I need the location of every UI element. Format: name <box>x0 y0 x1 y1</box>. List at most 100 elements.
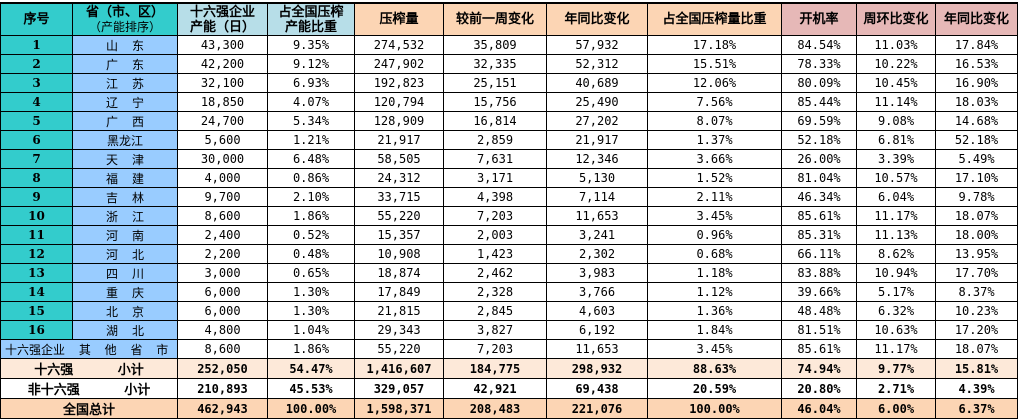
cell-index: 11 <box>0 225 73 245</box>
cell-province: 浙江 <box>72 206 178 226</box>
cell-capacity: 8,600 <box>177 206 268 226</box>
cell-yoy: 12,346 <box>546 149 648 169</box>
cell-capacity-share: 6.48% <box>267 149 355 169</box>
cell-capacity: 32,100 <box>177 73 268 93</box>
table-row: 2 广东 42,200 9.12% 247,902 32,335 52,312 15.51% 7… <box>0 54 1018 74</box>
cell-run-wow: 11.17% <box>856 206 936 226</box>
cell-capacity-share: 9.35% <box>267 35 355 55</box>
cell-run-rate: 85.61% <box>781 206 857 226</box>
cell-run-wow: 6.81% <box>856 130 936 150</box>
header-run-wow: 周环比变化 <box>856 2 936 36</box>
cell-wow: 35,809 <box>443 35 547 55</box>
cell-crush-share: 1.37% <box>647 130 782 150</box>
cell-run-rate: 69.59% <box>781 111 857 131</box>
cell-index: 8 <box>0 168 73 188</box>
cell-wow: 2,462 <box>443 263 547 283</box>
cell-capacity: 2,200 <box>177 244 268 264</box>
cell-capacity: 30,000 <box>177 149 268 169</box>
cell-wow: 32,335 <box>443 54 547 74</box>
cell-yoy: 52,312 <box>546 54 648 74</box>
cell-run-yoy: 8.37% <box>935 282 1018 302</box>
cell-run-wow: 10.22% <box>856 54 936 74</box>
cell-run-yoy: 9.78% <box>935 187 1018 207</box>
cell-capacity: 210,893 <box>177 378 268 399</box>
cell-crush-share: 0.68% <box>647 244 782 264</box>
cell-other-label: 十六强企业 其 他 省 市 <box>0 339 178 359</box>
cell-crush: 120,794 <box>354 92 444 112</box>
cell-yoy: 7,114 <box>546 187 648 207</box>
cell-capacity-share: 5.34% <box>267 111 355 131</box>
cell-run-yoy: 18.03% <box>935 92 1018 112</box>
cell-run-rate: 48.48% <box>781 301 857 321</box>
cell-run-rate: 85.44% <box>781 92 857 112</box>
cell-province: 重庆 <box>72 282 178 302</box>
cell-province: 江苏 <box>72 73 178 93</box>
cell-run-rate: 83.88% <box>781 263 857 283</box>
header-index-label: 序号 <box>23 12 50 27</box>
cell-index: 2 <box>0 54 73 74</box>
table-row: 6 黑龙江 5,600 1.21% 21,917 2,859 21,917 1.37% 52.1… <box>0 130 1018 150</box>
cell-run-yoy: 4.39% <box>935 378 1018 399</box>
cell-crush: 274,532 <box>354 35 444 55</box>
cell-run-wow: 11.03% <box>856 35 936 55</box>
cell-run-yoy: 16.53% <box>935 54 1018 74</box>
cell-wow: 42,921 <box>443 378 547 399</box>
cell-wow: 7,631 <box>443 149 547 169</box>
cell-run-yoy: 13.95% <box>935 244 1018 264</box>
cell-run-rate: 85.61% <box>781 339 857 359</box>
cell-run-rate: 85.31% <box>781 225 857 245</box>
cell-run-rate: 39.66% <box>781 282 857 302</box>
cell-yoy: 11,653 <box>546 339 648 359</box>
cell-index: 4 <box>0 92 73 112</box>
cell-run-wow: 3.39% <box>856 149 936 169</box>
cell-capacity: 6,000 <box>177 282 268 302</box>
header-capacity-sublabel: 产能（日） <box>189 19 255 35</box>
cell-crush: 24,312 <box>354 168 444 188</box>
table-row: 7 天津 30,000 6.48% 58,505 7,631 12,346 3.66% 26.0… <box>0 149 1018 169</box>
cell-crush-share: 17.18% <box>647 35 782 55</box>
cell-run-wow: 10.63% <box>856 320 936 340</box>
table-row: 16 湖北 4,800 1.04% 29,343 3,827 6,192 1.84% 81.51… <box>0 320 1018 340</box>
cell-yoy: 298,932 <box>546 358 648 379</box>
cell-crush: 1,416,607 <box>354 358 444 379</box>
table-body: 1 山东 43,300 9.35% 274,532 35,809 57,932 17.18% 8… <box>0 35 1018 419</box>
cell-province: 北京 <box>72 301 178 321</box>
header-province: 省（市、区） （产能排序） <box>72 2 178 36</box>
cell-province: 河南 <box>72 225 178 245</box>
table-row: 15 北京 6,000 1.30% 21,815 2,845 4,603 1.36% 48.48… <box>0 301 1018 321</box>
cell-province: 河北 <box>72 244 178 264</box>
cell-yoy: 3,983 <box>546 263 648 283</box>
cell-yoy: 3,241 <box>546 225 648 245</box>
cell-capacity-share: 1.86% <box>267 339 355 359</box>
cell-capacity-share: 1.30% <box>267 301 355 321</box>
cell-yoy: 221,076 <box>546 398 648 419</box>
cell-crush-share: 12.06% <box>647 73 782 93</box>
cell-crush: 55,220 <box>354 339 444 359</box>
header-capacity: 十六强企业 产能（日） <box>177 2 268 36</box>
cell-wow: 25,151 <box>443 73 547 93</box>
cell-capacity-share: 100.00% <box>267 398 355 419</box>
cell-run-yoy: 52.18% <box>935 130 1018 150</box>
cell-run-rate: 80.09% <box>781 73 857 93</box>
table-row: 8 福建 4,000 0.86% 24,312 3,171 5,130 1.52% 81.04%… <box>0 168 1018 188</box>
subtotal-non-top16-row: 非十六强 小计 210,893 45.53% 329,057 42,921 69,438 2… <box>0 378 1018 399</box>
header-capacity-share-sublabel: 产能比重 <box>284 19 337 35</box>
table-row-other-provinces: 十六强企业 其 他 省 市 8,600 1.86% 55,220 7,203 11,653… <box>0 339 1018 359</box>
cell-crush: 247,902 <box>354 54 444 74</box>
cell-run-yoy: 15.81% <box>935 358 1018 379</box>
cell-crush-share: 20.59% <box>647 378 782 399</box>
cell-run-yoy: 17.10% <box>935 168 1018 188</box>
cell-capacity: 8,600 <box>177 339 268 359</box>
cell-run-yoy: 10.23% <box>935 301 1018 321</box>
table-row: 14 重庆 6,000 1.30% 17,849 2,328 3,766 1.12% 39.66… <box>0 282 1018 302</box>
header-crush-share: 占全国压榨量比重 <box>647 2 782 36</box>
table-row: 12 河北 2,200 0.48% 10,908 1,423 2,302 0.68% 66.11… <box>0 244 1018 264</box>
cell-index: 6 <box>0 130 73 150</box>
cell-run-yoy: 18.07% <box>935 206 1018 226</box>
cell-run-rate: 20.80% <box>781 378 857 399</box>
cell-run-rate: 26.00% <box>781 149 857 169</box>
cell-yoy: 2,302 <box>546 244 648 264</box>
cell-index: 1 <box>0 35 73 55</box>
cell-run-rate: 52.18% <box>781 130 857 150</box>
